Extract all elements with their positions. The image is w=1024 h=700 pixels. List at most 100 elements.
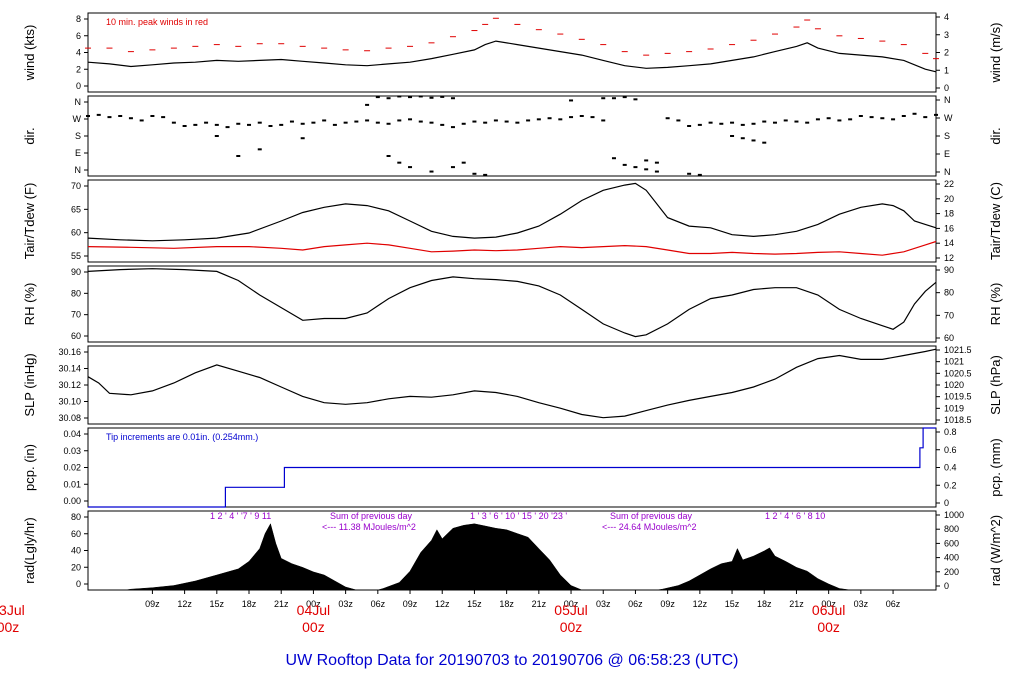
left-tick-label: 0.00	[63, 496, 81, 506]
left-tick-label: 30.10	[58, 397, 81, 407]
x-tick-label: 15z	[725, 599, 740, 609]
day-time-label: 00z	[0, 619, 19, 635]
series-line-wind-0	[87, 40, 937, 73]
daily-sum-label: Sum of previous day	[330, 511, 413, 521]
series-line-temp-0	[87, 182, 937, 242]
wind-dir-point	[858, 115, 863, 117]
right-tick-label: 20	[944, 194, 954, 204]
x-tick-label: 06z	[886, 599, 901, 609]
wind-dir-point	[504, 120, 509, 123]
wind-dir-point	[150, 115, 155, 117]
wind-dir-point	[128, 117, 133, 120]
panel-frame-rh	[87, 265, 937, 343]
radiation-area	[88, 523, 936, 591]
y-axis-label-right-pcp: pcp. (mm)	[988, 438, 1003, 497]
wind-dir-point	[461, 161, 466, 164]
wind-dir-point	[869, 116, 874, 119]
left-tick-label: 0.04	[63, 429, 81, 439]
wind-dir-point	[408, 96, 413, 99]
left-tick-label: 65	[71, 204, 81, 214]
wind-dir-point	[611, 157, 616, 160]
right-tick-label: N	[944, 167, 951, 177]
wind-dir-point	[236, 122, 241, 125]
wind-dir-point	[118, 115, 123, 117]
right-tick-label: 200	[944, 567, 959, 577]
wind-dir-point	[826, 117, 831, 120]
right-tick-label: 1020.5	[944, 368, 972, 378]
daily-sum-value: <--- 24.64 MJoules/m^2	[602, 522, 697, 532]
wind-dir-point	[687, 125, 692, 127]
wind-dir-point	[719, 122, 724, 125]
left-tick-label: 60	[71, 529, 81, 539]
right-tick-label: 90	[944, 265, 954, 275]
x-tick-label: 00z	[306, 599, 321, 609]
day-time-label: 00z	[560, 619, 583, 635]
right-tick-label: 1	[944, 65, 949, 75]
wind-dir-point	[730, 121, 735, 124]
wind-dir-point	[483, 121, 488, 124]
right-tick-label: 60	[944, 333, 954, 343]
wind-dir-point	[408, 118, 413, 121]
wind-dir-point	[923, 116, 928, 119]
daily-sum-value: <--- 11.38 MJoules/m^2	[322, 522, 416, 532]
series-line-pcp-0	[88, 427, 936, 508]
wind-dir-point	[515, 121, 520, 124]
right-tick-label: 800	[944, 524, 959, 534]
wind-dir-point	[880, 117, 885, 120]
wind-dir-point	[483, 173, 488, 176]
wind-dir-point	[365, 119, 370, 122]
wind-dir-point	[772, 121, 777, 124]
right-tick-label: 1020	[944, 380, 964, 390]
right-tick-label: 400	[944, 553, 959, 563]
wind-dir-point	[429, 121, 434, 124]
wind-dir-point	[397, 119, 402, 122]
right-tick-label: N	[944, 95, 951, 105]
left-tick-label: 8	[76, 14, 81, 24]
wind-dir-point	[354, 120, 359, 123]
wind-dir-point	[901, 115, 906, 117]
right-tick-label: 1021.5	[944, 345, 972, 355]
wind-dir-point	[440, 123, 445, 126]
x-tick-label: 00z	[564, 599, 579, 609]
wind-dir-point	[386, 97, 391, 100]
wind-dir-point	[493, 119, 498, 122]
right-tick-label: 0.4	[944, 463, 957, 473]
left-tick-label: 40	[71, 546, 81, 556]
right-tick-label: 0.6	[944, 445, 957, 455]
x-tick-label: 03z	[596, 599, 611, 609]
wind-dir-point	[225, 126, 230, 129]
wind-dir-point	[386, 155, 391, 157]
y-axis-label-right-temp: Tair/Tdew (C)	[988, 182, 1003, 260]
wind-dir-point	[740, 137, 745, 140]
wind-dir-point	[730, 135, 735, 137]
wind-dir-point	[408, 166, 413, 169]
wind-dir-point	[665, 117, 670, 120]
day-date-label: 03Jul	[0, 602, 25, 618]
left-tick-label: 30.12	[58, 380, 81, 390]
solar-hour-labels: 1 ' 3 ' 6 ' 10 ' 15 ' 20 '23 '	[470, 511, 567, 521]
wind-dir-point	[375, 96, 380, 99]
wind-dir-point	[450, 126, 455, 129]
x-tick-label: 21z	[532, 599, 547, 609]
right-tick-label: 1018.5	[944, 415, 972, 425]
left-tick-label: 0.01	[63, 479, 81, 489]
x-tick-label: 18z	[499, 599, 514, 609]
left-tick-label: 80	[71, 512, 81, 522]
wind-dir-point	[579, 115, 584, 117]
left-tick-label: 2	[76, 64, 81, 74]
wind-dir-point	[386, 122, 391, 125]
x-tick-label: 06z	[371, 599, 386, 609]
right-tick-label: 0.8	[944, 427, 957, 437]
wind-dir-point	[214, 135, 219, 137]
right-tick-label: 70	[944, 310, 954, 320]
x-tick-label: 18z	[242, 599, 257, 609]
right-tick-label: 14	[944, 238, 954, 248]
left-tick-label: 0	[76, 579, 81, 589]
day-time-label: 00z	[817, 619, 840, 635]
series-line-temp-1	[87, 240, 937, 256]
wind-dir-point	[601, 97, 606, 100]
wind-dir-point	[697, 173, 702, 176]
wind-dir-point	[450, 166, 455, 169]
right-tick-label: 600	[944, 538, 959, 548]
x-tick-label: 06z	[628, 599, 643, 609]
